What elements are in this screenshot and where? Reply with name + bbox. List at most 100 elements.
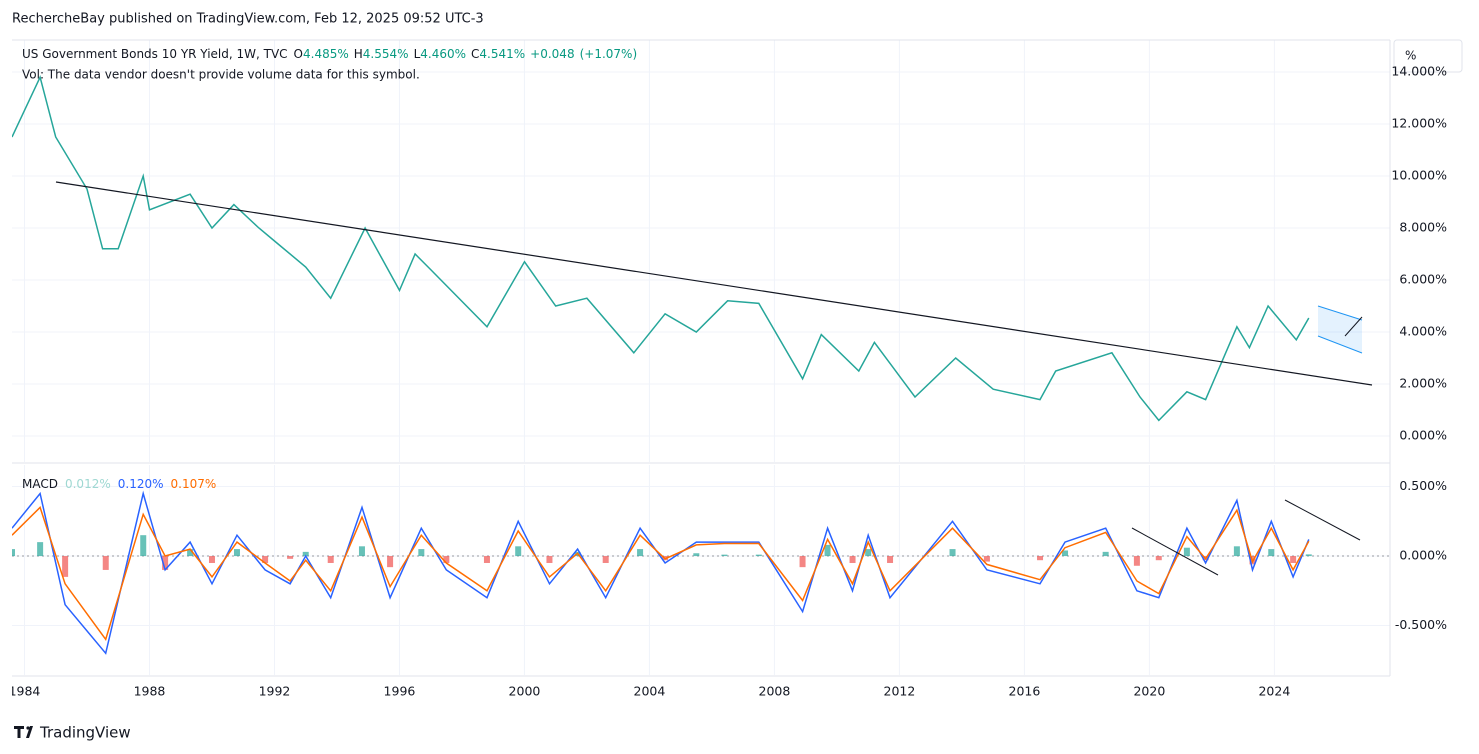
histogram-bar [418, 549, 425, 557]
ohlc-value: 4.554% [363, 47, 409, 61]
y-tick-label: 10.000% [1391, 167, 1447, 182]
histogram-bar [12, 549, 15, 557]
histogram-bar [824, 544, 831, 557]
histogram-bar [233, 549, 240, 557]
x-tick-label: 1996 [384, 684, 416, 699]
drawing-line [1131, 527, 1219, 576]
histogram-bar [208, 556, 215, 563]
x-tick-label: 2016 [1009, 684, 1041, 699]
histogram-bar [755, 554, 762, 557]
histogram-bar [162, 556, 169, 570]
histogram-bar [1155, 556, 1162, 561]
x-tick-label: 1992 [259, 684, 291, 699]
histogram-bar [37, 542, 44, 557]
volume-note: Vol: The data vendor doesn't provide vol… [22, 68, 420, 82]
footer-text: TradingView [39, 724, 131, 742]
change-pct: (+1.07%) [580, 47, 638, 61]
histogram-bar [602, 556, 609, 563]
y-tick-label: 0.000% [1399, 548, 1447, 563]
histogram-bar [187, 549, 194, 557]
histogram-bar [983, 556, 990, 562]
histogram-bar [865, 549, 872, 557]
channel-line [1317, 335, 1363, 354]
histogram-bar [1062, 550, 1069, 557]
histogram-bar [102, 556, 109, 570]
logo [14, 726, 33, 738]
unit-label: % [1405, 49, 1416, 63]
unit-box[interactable] [1393, 39, 1463, 73]
histogram-bar [262, 556, 269, 563]
ohlc-value: 4.541% [479, 47, 525, 61]
y-tick-label: 0.000% [1399, 427, 1447, 442]
x-tick-label: 2012 [884, 684, 916, 699]
histogram-bar [515, 546, 522, 557]
x-tick-label: 2020 [1133, 684, 1165, 699]
indicator-value: 0.120% [118, 477, 164, 491]
symbol: US Government Bonds 10 YR Yield, 1W, TVC [22, 47, 288, 61]
ohlc-value: 4.485% [303, 47, 349, 61]
histogram-bar [693, 553, 700, 557]
y-tick-label: 4.000% [1399, 323, 1447, 338]
ohlc-value: 4.460% [420, 47, 466, 61]
header: RechercheBay published on TradingView.co… [12, 12, 484, 27]
y-tick-label: 0.500% [1399, 478, 1447, 493]
y-tick-label: 8.000% [1399, 219, 1447, 234]
channel-line [1317, 305, 1363, 321]
histogram-bar [1290, 556, 1297, 563]
histogram-bar [949, 549, 956, 557]
histogram-bar [546, 556, 553, 563]
histogram-bar [799, 556, 806, 568]
y-tick-label: -0.500% [1395, 617, 1447, 632]
histogram-bar [1183, 547, 1190, 557]
macd-legend: MACD 0.012% 0.120% 0.107% [22, 477, 216, 491]
histogram-bar [62, 556, 69, 577]
histogram-bar [302, 551, 309, 557]
histogram-bar [1037, 556, 1044, 561]
x-tick-label: 2008 [759, 684, 791, 699]
y-tick-label: 2.000% [1399, 375, 1447, 390]
histogram-bar [1268, 549, 1275, 557]
ohlc-key: H [354, 47, 363, 61]
histogram-bar [1305, 554, 1312, 557]
histogram-bar [637, 549, 644, 557]
ohlc-key: C [471, 47, 479, 61]
indicator-value: 0.012% [65, 477, 111, 491]
x-tick-label: 1984 [9, 684, 41, 699]
x-tick-label: 2024 [1258, 684, 1290, 699]
histogram-bar [1233, 546, 1240, 557]
histogram-bar [1102, 551, 1109, 557]
x-tick-label: 2000 [509, 684, 541, 699]
y-tick-label: 6.000% [1399, 271, 1447, 286]
indicator-name: MACD [22, 477, 58, 491]
macd-line [12, 506, 1310, 642]
histogram-bar [443, 556, 450, 563]
channel-fill [1318, 306, 1362, 353]
indicator-value: 0.107% [171, 477, 217, 491]
ohlc-key: O [294, 47, 303, 61]
price-legend: US Government Bonds 10 YR Yield, 1W, TVC… [22, 47, 637, 61]
trend-line [55, 181, 1373, 386]
drawing-line [1344, 316, 1363, 337]
ohlc-key: L [414, 47, 421, 61]
y-tick-label: 14.000% [1391, 63, 1447, 78]
histogram-bar [140, 535, 147, 557]
price-line [12, 75, 1310, 422]
histogram-bar [721, 554, 728, 557]
histogram-bar [1133, 556, 1140, 566]
drawing-line [1284, 499, 1361, 541]
histogram-bar [327, 556, 334, 563]
grid [12, 40, 1390, 675]
histogram-bar [887, 556, 894, 563]
x-tick-label: 2004 [634, 684, 666, 699]
y-tick-label: 12.000% [1391, 115, 1447, 130]
histogram-bar [849, 556, 856, 563]
x-tick-label: 1988 [134, 684, 166, 699]
histogram-bar [287, 556, 294, 559]
histogram-bar [483, 556, 490, 563]
marks: 1984 1988 1992 1996 2000 2004 2008 2012 2016 2020… [9, 75, 1312, 699]
change: +0.048 [530, 47, 574, 61]
histogram-bar [358, 546, 365, 557]
histogram-bar [387, 556, 394, 568]
